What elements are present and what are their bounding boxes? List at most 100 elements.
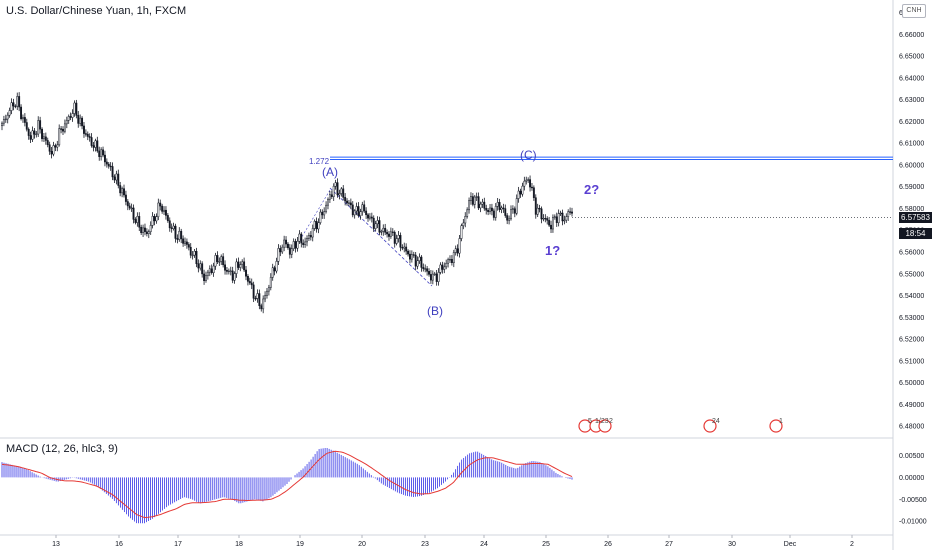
us-event-icon[interactable] (767, 418, 787, 434)
candle-body (386, 232, 389, 235)
candle-body (144, 227, 146, 232)
candle-body (285, 239, 287, 245)
candle-body (258, 293, 261, 306)
candle-body (531, 186, 533, 189)
candle-body (452, 252, 455, 263)
candle-body (510, 209, 512, 220)
candle-body (178, 230, 181, 240)
candle-body (94, 140, 97, 148)
chart-title: U.S. Dollar/Chinese Yuan, 1h, FXCM (6, 5, 187, 17)
candle-body (372, 217, 375, 229)
price-tick-label: 6.51000 (899, 358, 924, 365)
candle-body (338, 193, 341, 196)
candle-body (191, 254, 194, 257)
candle-body (546, 218, 549, 221)
candle-body (14, 105, 17, 108)
candle-body (487, 209, 490, 212)
candle-body (414, 254, 417, 267)
price-tick-label: 6.64000 (899, 75, 924, 82)
candle-body (235, 261, 238, 274)
candle-body (63, 123, 66, 132)
candle-body (107, 163, 110, 167)
candle-body (374, 223, 377, 229)
candle-body (292, 241, 295, 250)
candle-body (10, 102, 13, 111)
candle-body (393, 232, 396, 244)
candle-body (222, 256, 225, 266)
candle-body (504, 208, 507, 216)
candle-body (210, 268, 213, 273)
candle-body (193, 250, 196, 256)
candle-body (84, 133, 87, 135)
candle-body (182, 238, 185, 244)
candle-body (456, 248, 459, 254)
macd-signal-path (1, 450, 573, 519)
fib-level-label: 1.272 (309, 157, 330, 166)
candle-body (409, 253, 411, 260)
candle-body (513, 208, 516, 214)
candle-body (58, 128, 61, 146)
candle-body (437, 272, 440, 282)
candle-body (384, 227, 387, 233)
candle-body (449, 259, 451, 261)
event-label: 24 (712, 418, 720, 425)
candle-body (197, 263, 200, 269)
candle-body (498, 202, 501, 210)
us-event-icon[interactable] (578, 418, 618, 434)
candle-body (128, 205, 131, 209)
event-label: 2 (609, 418, 613, 425)
candle-body (233, 273, 236, 281)
candle-body (260, 305, 263, 310)
time-tick-label: 27 (665, 541, 673, 548)
candle-body (67, 116, 70, 121)
candle-body (538, 207, 541, 210)
candle-body (65, 120, 68, 125)
candle-body (492, 210, 495, 218)
candle-body (397, 235, 400, 239)
candle-body (140, 226, 143, 234)
time-tick-label: 19 (296, 541, 304, 548)
candle-body (351, 204, 354, 216)
candle-body (124, 194, 127, 202)
wave-a-b-trendline (329, 187, 433, 287)
candle-body (315, 221, 318, 230)
candle-body (126, 201, 129, 207)
candle-body (86, 133, 89, 137)
candle-body (83, 125, 85, 134)
price-tick-label: 6.52000 (899, 337, 924, 344)
candle-body (519, 190, 522, 195)
candle-body (458, 238, 461, 254)
candle-body (109, 165, 112, 168)
candle-body (336, 182, 339, 196)
candle-body (401, 247, 404, 249)
candle-body (75, 102, 78, 116)
candle-body (367, 214, 369, 219)
us-event-icon[interactable] (702, 418, 718, 434)
candle-body (376, 220, 379, 225)
candle-body (187, 244, 190, 248)
candle-body (279, 248, 282, 253)
candle-body (264, 295, 267, 300)
candle-body (262, 298, 265, 310)
candle-body (559, 212, 562, 215)
time-tick-label: 24 (480, 541, 488, 548)
candle-body (96, 140, 99, 152)
candle-body (325, 204, 328, 212)
candle-body (134, 219, 137, 223)
candle-body (481, 201, 484, 205)
candle-body (391, 231, 394, 233)
time-tick-label: 23 (421, 541, 429, 548)
candle-body (189, 246, 192, 256)
candle-body (48, 144, 51, 152)
candle-body (277, 248, 280, 262)
candle-body (42, 136, 45, 139)
candle-body (147, 231, 150, 234)
candle-body (357, 206, 360, 216)
candle-body (557, 213, 560, 223)
candle-body (56, 144, 59, 148)
candle-body (540, 208, 543, 220)
candle-body (328, 194, 331, 200)
symbol-badge[interactable]: CNH (902, 4, 926, 18)
time-tick-label: Dec (784, 541, 797, 548)
